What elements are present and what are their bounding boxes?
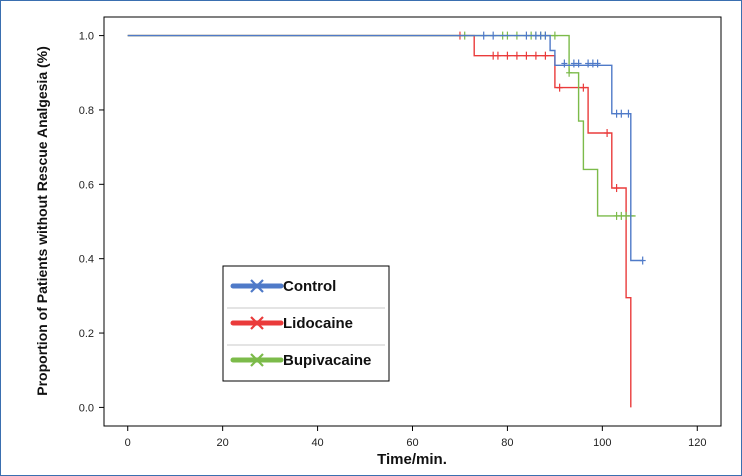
legend: Control Lidocaine Bupivacaine — [222, 265, 390, 382]
series-layer — [127, 31, 646, 408]
x-axis-title: Time/min. — [377, 451, 447, 468]
y-tick-label: 1.0 — [79, 31, 94, 43]
x-tick-label: 40 — [311, 437, 323, 449]
x-tick-label: 80 — [501, 437, 513, 449]
legend-label-control: Control — [283, 278, 336, 295]
x-tick-label: 60 — [406, 437, 418, 449]
legend-marker-lidocaine — [250, 316, 264, 330]
y-axis-ticks: 0.0 0.2 0.4 0.6 0.8 1.0 — [79, 31, 104, 414]
y-tick-label: 0.2 — [79, 328, 94, 340]
y-tick-label: 0.8 — [79, 105, 94, 117]
x-tick-label: 100 — [593, 437, 611, 449]
legend-marker-bupivacaine — [250, 353, 264, 367]
x-tick-label: 0 — [125, 437, 131, 449]
legend-label-lidocaine: Lidocaine — [283, 315, 353, 332]
legend-label-bupivacaine: Bupivacaine — [283, 352, 371, 369]
x-tick-label: 120 — [688, 437, 706, 449]
y-tick-label: 0.6 — [79, 179, 94, 191]
x-tick-label: 20 — [217, 437, 229, 449]
plot-area — [103, 16, 722, 427]
series-line-control — [127, 34, 643, 262]
series-line-lidocaine — [127, 34, 632, 408]
y-axis-title: Proportion of Patients without Rescue An… — [34, 46, 50, 396]
y-tick-label: 0.0 — [79, 402, 94, 414]
x-axis-ticks: 0 20 40 60 80 100 120 — [125, 426, 706, 449]
legend-marker-control — [250, 279, 264, 293]
series-line-bupivacaine — [127, 34, 636, 217]
y-tick-label: 0.4 — [79, 254, 94, 266]
